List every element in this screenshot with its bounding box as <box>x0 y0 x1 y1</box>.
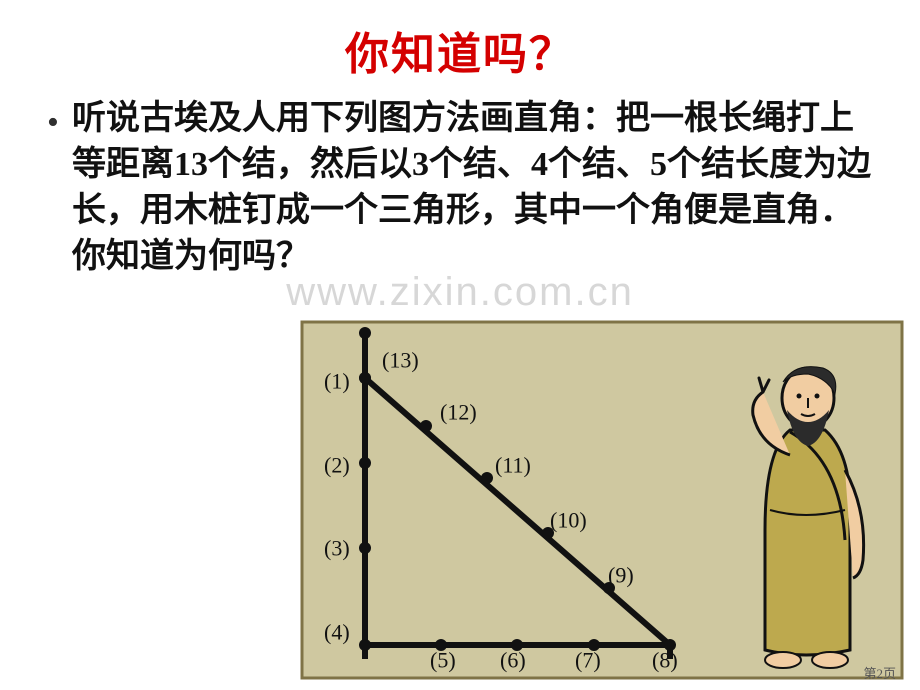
body-row: • 听说古埃及人用下列图方法画直角：把一根长绳打上等距离13个结，然后以3个结、… <box>34 96 886 280</box>
svg-text:(1): (1) <box>324 369 350 394</box>
svg-text:(12): (12) <box>440 400 477 425</box>
svg-text:(10): (10) <box>550 508 587 533</box>
slide: 你知道吗？ • 听说古埃及人用下列图方法画直角：把一根长绳打上等距离13个结，然… <box>0 0 920 690</box>
illustration-svg: (1) (2) (3) (4) (5) (6) (7) (8) (9) (10) (11) (12) (… <box>300 320 904 680</box>
page-number: 第2页 <box>863 663 896 682</box>
svg-text:(7): (7) <box>575 648 601 673</box>
svg-text:(13): (13) <box>382 348 419 373</box>
svg-text:(8): (8) <box>652 648 678 673</box>
svg-text:(11): (11) <box>495 453 531 478</box>
body-text: 听说古埃及人用下列图方法画直角：把一根长绳打上等距离13个结，然后以3个结、4个… <box>72 96 886 280</box>
svg-text:(4): (4) <box>324 620 350 645</box>
svg-text:(2): (2) <box>324 453 350 478</box>
svg-text:(5): (5) <box>430 648 456 673</box>
svg-text:(3): (3) <box>324 536 350 561</box>
svg-text:(9): (9) <box>608 563 634 588</box>
slide-title: 你知道吗？ <box>34 18 886 82</box>
bullet-dot: • <box>34 106 72 140</box>
svg-text:(6): (6) <box>500 648 526 673</box>
illustration: (1) (2) (3) (4) (5) (6) (7) (8) (9) (10) (11) (12) (… <box>300 320 904 680</box>
